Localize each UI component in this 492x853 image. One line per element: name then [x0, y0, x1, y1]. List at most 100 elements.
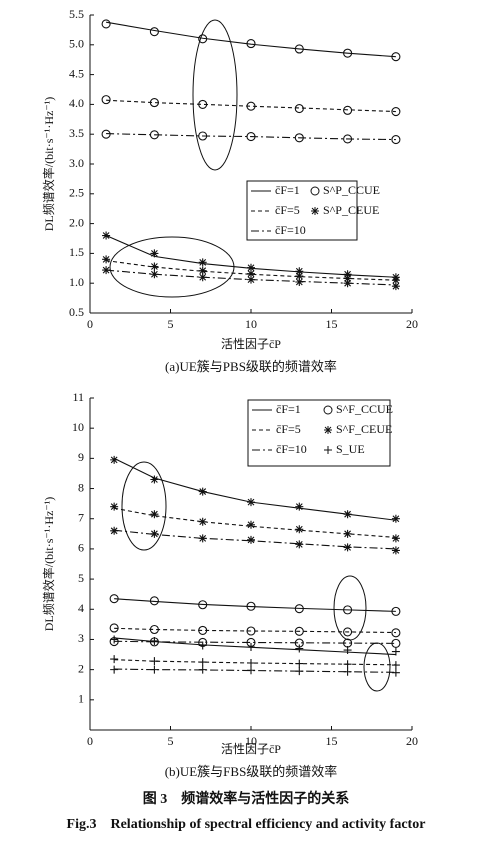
data-marker — [295, 659, 304, 668]
y-tick-label: 5.0 — [69, 37, 84, 51]
data-marker — [198, 600, 208, 610]
data-marker — [247, 666, 255, 675]
y-tick-label: 8 — [78, 480, 84, 494]
data-marker — [149, 27, 159, 37]
data-marker — [295, 272, 304, 281]
data-marker — [150, 657, 159, 666]
data-marker — [247, 535, 255, 544]
x-tick-label: 15 — [326, 317, 338, 331]
data-marker — [150, 665, 159, 674]
y-tick-label: 6 — [78, 541, 84, 555]
data-marker — [246, 39, 256, 49]
y-tick-label: 11 — [72, 390, 84, 404]
data-marker — [109, 594, 119, 604]
x-tick-label: 0 — [87, 734, 93, 748]
data-marker — [343, 667, 352, 676]
legend-marker — [324, 446, 332, 454]
series-line — [106, 133, 396, 141]
x-tick-label: 10 — [245, 734, 257, 748]
data-marker — [110, 526, 119, 535]
y-tick-label: 4.5 — [69, 66, 84, 80]
series-line — [113, 457, 396, 521]
data-marker — [102, 255, 111, 264]
data-marker — [247, 643, 255, 651]
data-marker — [150, 510, 159, 519]
x-axis-label: 活性因子c̄P — [221, 337, 281, 351]
data-marker — [294, 604, 304, 614]
data-marker — [109, 623, 119, 633]
series-line — [114, 529, 396, 550]
y-tick-label: 2.0 — [69, 215, 84, 229]
data-marker — [150, 636, 159, 645]
legend-marker — [311, 207, 319, 215]
annotation-ellipse — [109, 236, 235, 298]
series-line — [114, 598, 396, 612]
y-axis-label: DL频谱效率/(bit·s⁻¹·Hz⁻¹) — [41, 97, 56, 232]
data-marker — [343, 543, 352, 552]
data-marker — [294, 133, 304, 143]
annotation-ellipse — [333, 575, 367, 641]
legend-label: c̄F=5 — [276, 422, 301, 436]
legend-marker — [310, 186, 320, 196]
data-marker — [149, 596, 159, 606]
data-marker — [247, 498, 255, 507]
data-marker — [391, 282, 400, 291]
data-marker — [343, 660, 352, 669]
legend-label: c̄F=10 — [276, 442, 307, 456]
data-marker — [110, 655, 119, 664]
data-marker — [343, 48, 353, 58]
data-marker — [198, 487, 207, 496]
y-axis-label: DL频谱效率/(bit·s⁻¹·Hz⁻¹) — [41, 497, 56, 632]
data-marker — [149, 98, 159, 108]
x-tick-label: 5 — [168, 734, 174, 748]
data-marker — [150, 529, 159, 538]
data-marker — [198, 641, 207, 650]
data-marker — [198, 625, 208, 635]
x-tick-label: 20 — [406, 734, 418, 748]
data-marker — [102, 266, 111, 275]
legend-label: S^P_CCUE — [323, 183, 380, 197]
y-tick-label: 7 — [78, 510, 84, 524]
data-marker — [101, 19, 111, 29]
data-marker — [295, 540, 304, 549]
data-marker — [343, 279, 352, 288]
legend-label: c̄F=1 — [276, 402, 301, 416]
legend-marker — [323, 405, 333, 415]
chart-caption: (a)UE簇与PBS级联的频谱效率 — [165, 359, 337, 374]
data-marker — [198, 658, 207, 667]
data-marker — [101, 129, 111, 139]
y-tick-label: 1 — [78, 692, 84, 706]
data-marker — [246, 601, 256, 611]
data-marker — [294, 626, 304, 636]
series-line — [106, 99, 396, 113]
x-tick-label: 0 — [87, 317, 93, 331]
x-tick-label: 5 — [168, 317, 174, 331]
data-marker — [343, 270, 352, 279]
data-marker — [198, 34, 208, 44]
data-marker — [246, 626, 256, 636]
figure-caption: 图 3 频谱效率与活性因子的关系 — [143, 790, 350, 807]
data-marker — [246, 101, 256, 111]
data-marker — [391, 276, 400, 285]
data-marker — [295, 667, 304, 676]
data-marker — [198, 131, 208, 141]
data-marker — [198, 665, 207, 674]
data-marker — [110, 665, 119, 674]
data-marker — [391, 52, 401, 62]
data-marker — [109, 637, 119, 647]
data-marker — [343, 627, 353, 637]
legend-label: S^F_CCUE — [336, 402, 393, 416]
data-marker — [150, 270, 159, 279]
y-tick-label: 5 — [78, 571, 84, 585]
data-marker — [247, 658, 255, 667]
data-marker — [391, 661, 400, 670]
data-marker — [343, 134, 353, 144]
data-marker — [294, 44, 304, 54]
data-marker — [295, 278, 304, 287]
y-tick-label: 1.0 — [69, 275, 84, 289]
legend-marker — [324, 426, 332, 434]
data-marker — [247, 520, 255, 529]
data-marker — [343, 510, 352, 519]
legend-label: S_UE — [336, 442, 365, 456]
data-marker — [149, 624, 159, 635]
